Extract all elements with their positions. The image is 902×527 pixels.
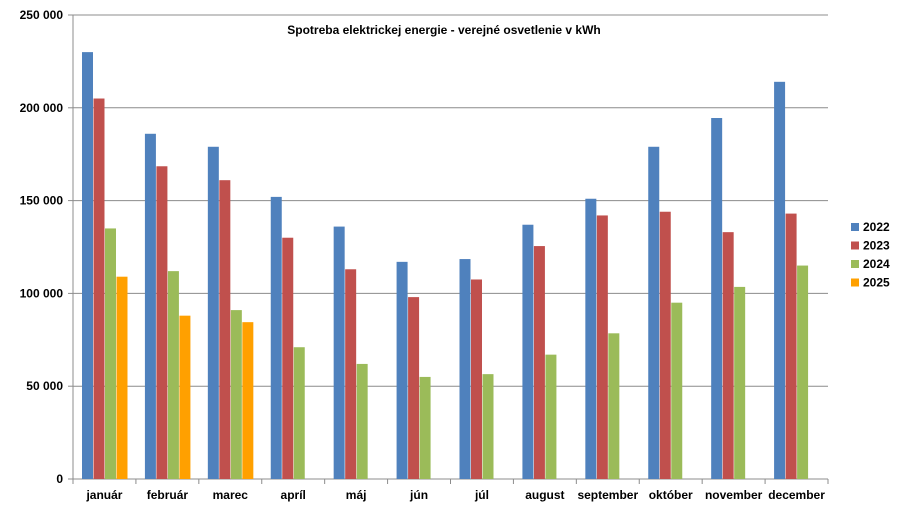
chart-title: Spotreba elektrickej energie - verejné o…: [287, 23, 600, 37]
legend: 2022 2023 2024 2025: [851, 220, 890, 290]
legend-swatch-2022: [851, 223, 859, 231]
y-tick-label: 250 000: [20, 8, 64, 22]
bar-2022-júl: [459, 259, 471, 479]
bar-2024-marec: [230, 310, 242, 479]
bar-2023-august: [533, 246, 545, 479]
bar-2023-jún: [408, 297, 420, 479]
legend-swatch-2024: [851, 260, 859, 268]
x-category-label: marec: [213, 488, 249, 502]
x-category-label: november: [705, 488, 763, 502]
bar-2024-september: [608, 333, 620, 479]
legend-label: 2022: [863, 220, 890, 234]
x-category-label: máj: [346, 488, 367, 502]
bar-2022-február: [144, 133, 156, 479]
bar-2023-júl: [471, 279, 482, 479]
y-axis-tick-labels: 0 50 000 100 000 150 000 200 000 250 000: [20, 8, 64, 486]
y-tick-label: 0: [56, 472, 63, 486]
bar-2023-november: [722, 232, 734, 479]
x-category-label: august: [525, 488, 564, 502]
bar-2022-september: [585, 198, 597, 479]
x-category-label: december: [768, 488, 825, 502]
gridlines: [68, 14, 829, 484]
bar-2023-október: [659, 211, 671, 479]
y-tick-label: 200 000: [20, 101, 64, 115]
bar-2024-jún: [419, 376, 431, 479]
bar-2022-december: [774, 81, 786, 479]
x-axis-category-labels: január február marec apríl máj jún júl august se…: [85, 488, 825, 502]
bar-2024-júl: [482, 374, 494, 479]
bar-2024-január: [105, 228, 116, 479]
x-category-label: júl: [474, 488, 489, 502]
bar-2022-máj: [333, 226, 345, 479]
legend-label: 2023: [863, 239, 890, 253]
bar-2023-február: [156, 166, 168, 480]
bar-2024-február: [167, 271, 179, 479]
x-category-label: september: [577, 488, 638, 502]
bar-2022-január: [82, 52, 93, 480]
x-category-label: február: [147, 488, 189, 502]
y-tick-label: 100 000: [20, 286, 64, 300]
bar-2022-október: [648, 146, 660, 479]
bar-2023-december: [785, 213, 797, 480]
y-tick-label: 50 000: [26, 379, 63, 393]
bar-2024-apríl: [293, 347, 305, 479]
bar-2023-september: [596, 215, 608, 479]
bar-2023-január: [93, 98, 105, 480]
x-category-label: október: [649, 488, 693, 502]
bar-2025-marec: [242, 322, 254, 479]
legend-swatch-2025: [851, 278, 859, 287]
bar-2023-marec: [219, 180, 231, 479]
bars: [82, 52, 809, 480]
bar-2024-august: [545, 354, 557, 479]
bar-2024-november: [734, 286, 746, 479]
x-category-label: január: [85, 488, 122, 502]
x-category-label: jún: [409, 488, 428, 502]
bar-2022-apríl: [270, 196, 282, 479]
bar-2022-marec: [207, 146, 219, 479]
legend-label: 2025: [863, 276, 890, 290]
bar-2025-január: [116, 276, 128, 479]
bar-2022-november: [711, 118, 723, 480]
bar-2024-máj: [356, 363, 368, 479]
bar-2023-máj: [345, 269, 357, 479]
y-tick-label: 150 000: [20, 194, 64, 208]
bar-2024-október: [671, 302, 683, 479]
bar-2022-august: [522, 224, 534, 479]
x-category-label: apríl: [281, 488, 306, 502]
bar-2024-december: [797, 265, 809, 479]
legend-swatch-2023: [851, 241, 859, 250]
bar-2022-jún: [396, 261, 408, 479]
bar-2025-február: [179, 315, 191, 479]
bar-2023-apríl: [282, 237, 294, 479]
legend-label: 2024: [863, 257, 890, 271]
